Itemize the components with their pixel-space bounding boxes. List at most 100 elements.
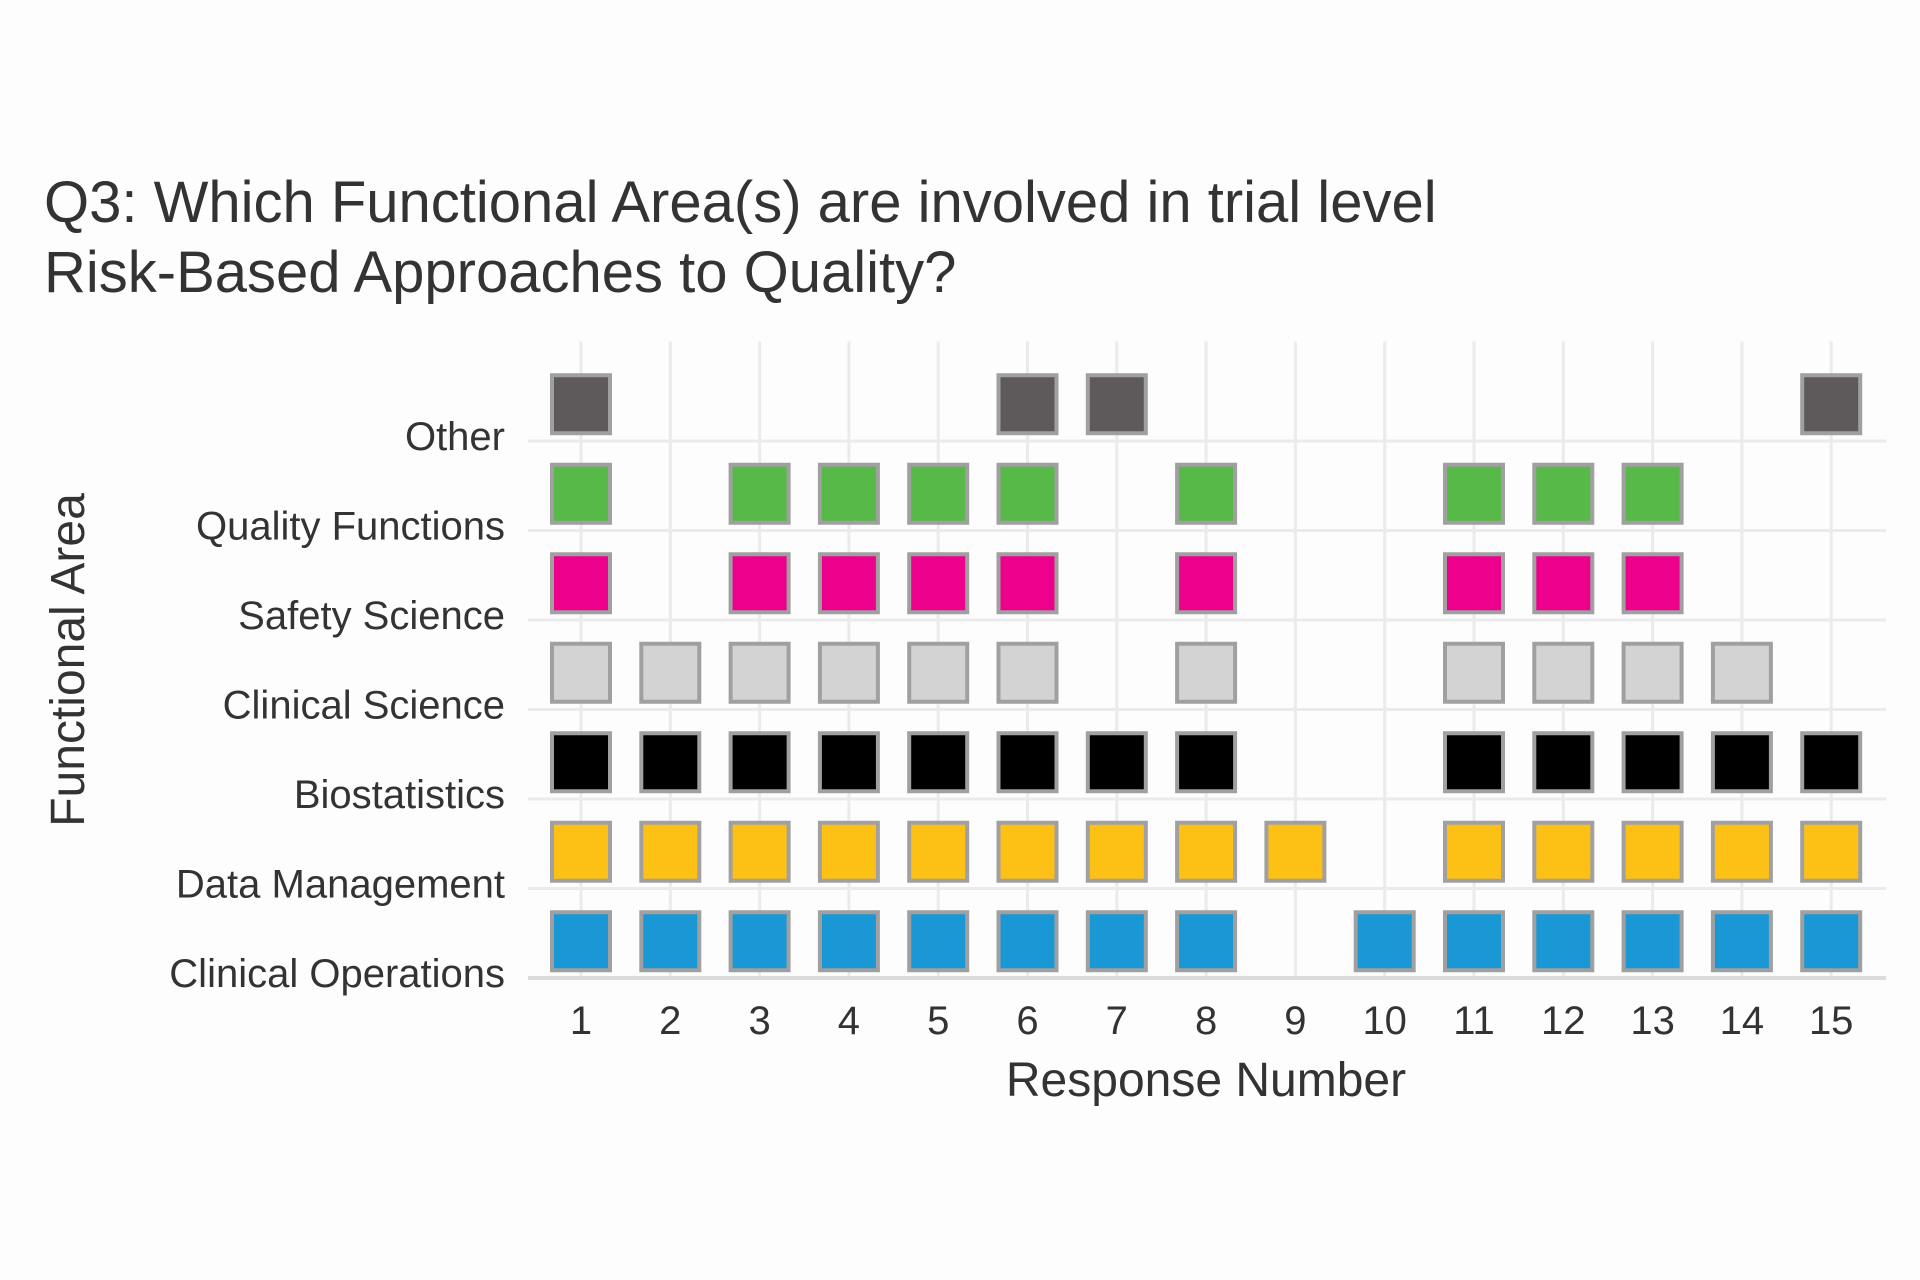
tile-quality-functions-response-3 bbox=[728, 462, 791, 525]
x-tick-label-10: 10 bbox=[1362, 999, 1407, 1043]
tile-biostatistics-response-11 bbox=[1443, 731, 1505, 794]
tile-safety-science-response-3 bbox=[728, 552, 791, 615]
tile-biostatistics-response-4 bbox=[817, 731, 880, 794]
x-tick-label-2: 2 bbox=[659, 999, 681, 1043]
y-tick-label-other: Other bbox=[405, 415, 505, 459]
tile-clinical-science-response-13 bbox=[1621, 641, 1684, 704]
tile-biostatistics-response-3 bbox=[728, 731, 791, 794]
tile-clinical-operations-response-8 bbox=[1175, 910, 1238, 973]
x-tick-label-9: 9 bbox=[1284, 999, 1306, 1043]
x-tick-label-3: 3 bbox=[748, 999, 770, 1043]
tile-biostatistics-response-5 bbox=[907, 731, 970, 794]
tile-biostatistics-response-8 bbox=[1175, 731, 1238, 794]
tile-safety-science-response-11 bbox=[1443, 552, 1505, 615]
tile-safety-science-response-8 bbox=[1175, 552, 1238, 615]
tile-other-response-1 bbox=[550, 373, 612, 436]
tile-data-management-response-15 bbox=[1800, 820, 1863, 883]
tile-quality-functions-response-5 bbox=[907, 462, 970, 525]
x-tick-label-8: 8 bbox=[1195, 999, 1217, 1043]
tile-biostatistics-response-12 bbox=[1532, 731, 1595, 794]
tile-data-management-response-4 bbox=[817, 820, 880, 883]
tile-clinical-operations-response-7 bbox=[1085, 910, 1148, 973]
tile-safety-science-response-6 bbox=[996, 552, 1059, 615]
tile-clinical-operations-response-4 bbox=[817, 910, 880, 973]
x-axis-ticks: 1 2 3 4 5 6 7 8 9 10 11 12 13 14 15 bbox=[570, 999, 1854, 1043]
tile-clinical-operations-response-5 bbox=[907, 910, 970, 973]
tile-clinical-operations-response-6 bbox=[996, 910, 1059, 973]
y-tick-label-data-management: Data Management bbox=[176, 863, 505, 907]
tile-quality-functions-response-4 bbox=[817, 462, 880, 525]
tile-biostatistics-response-1 bbox=[550, 731, 612, 794]
tile-clinical-science-response-14 bbox=[1710, 641, 1773, 704]
tile-clinical-operations-response-1 bbox=[550, 910, 612, 973]
y-tick-label-quality-functions: Quality Functions bbox=[196, 505, 505, 549]
tile-biostatistics-response-6 bbox=[996, 731, 1059, 794]
y-tick-label-safety-science: Safety Science bbox=[238, 594, 505, 638]
tile-clinical-science-response-5 bbox=[907, 641, 970, 704]
tile-biostatistics-response-14 bbox=[1710, 731, 1773, 794]
x-axis-title: Response Number bbox=[1006, 1054, 1406, 1107]
tile-clinical-operations-response-3 bbox=[728, 910, 791, 973]
tile-biostatistics-response-7 bbox=[1085, 731, 1148, 794]
tile-clinical-operations-response-14 bbox=[1710, 910, 1773, 973]
tile-data-management-response-11 bbox=[1443, 820, 1505, 883]
x-tick-label-1: 1 bbox=[570, 999, 592, 1043]
tile-data-management-response-1 bbox=[550, 820, 612, 883]
tile-data-management-response-5 bbox=[907, 820, 970, 883]
chart-title: Q3: Which Functional Area(s) are involve… bbox=[44, 168, 1437, 308]
tile-clinical-operations-response-13 bbox=[1621, 910, 1684, 973]
tile-data-management-response-9 bbox=[1264, 820, 1327, 883]
tile-safety-science-response-5 bbox=[907, 552, 970, 615]
tile-safety-science-response-13 bbox=[1621, 552, 1684, 615]
tile-quality-functions-response-6 bbox=[996, 462, 1059, 525]
tile-biostatistics-response-2 bbox=[639, 731, 702, 794]
x-tick-label-4: 4 bbox=[838, 999, 860, 1043]
tile-clinical-science-response-12 bbox=[1532, 641, 1595, 704]
y-axis-title: Functional Area bbox=[42, 493, 95, 827]
tile-clinical-science-response-2 bbox=[639, 641, 702, 704]
tile-quality-functions-response-13 bbox=[1621, 462, 1684, 525]
y-tick-label-biostatistics: Biostatistics bbox=[294, 773, 505, 817]
tile-clinical-science-response-4 bbox=[817, 641, 880, 704]
x-tick-label-5: 5 bbox=[927, 999, 949, 1043]
tile-clinical-operations-response-2 bbox=[639, 910, 702, 973]
tile-biostatistics-response-13 bbox=[1621, 731, 1684, 794]
tile-data-management-response-8 bbox=[1175, 820, 1238, 883]
tile-clinical-science-response-8 bbox=[1175, 641, 1238, 704]
x-tick-label-7: 7 bbox=[1106, 999, 1128, 1043]
tile-quality-functions-response-12 bbox=[1532, 462, 1595, 525]
tile-safety-science-response-1 bbox=[550, 552, 612, 615]
x-tick-label-15: 15 bbox=[1809, 999, 1854, 1043]
tile-data-management-response-12 bbox=[1532, 820, 1595, 883]
tile-data-management-response-13 bbox=[1621, 820, 1684, 883]
x-tick-label-6: 6 bbox=[1016, 999, 1038, 1043]
tile-data-management-response-3 bbox=[728, 820, 791, 883]
x-tick-label-12: 12 bbox=[1541, 999, 1586, 1043]
tile-other-response-6 bbox=[996, 373, 1059, 436]
chart-title-line-2: Risk-Based Approaches to Quality? bbox=[44, 240, 957, 305]
x-tick-label-13: 13 bbox=[1630, 999, 1675, 1043]
tile-other-response-15 bbox=[1800, 373, 1863, 436]
tile-quality-functions-response-8 bbox=[1175, 462, 1238, 525]
tile-safety-science-response-12 bbox=[1532, 552, 1595, 615]
chart-title-line-1: Q3: Which Functional Area(s) are involve… bbox=[44, 170, 1437, 235]
tile-safety-science-response-4 bbox=[817, 552, 880, 615]
tile-clinical-operations-response-11 bbox=[1443, 910, 1505, 973]
y-tick-label-clinical-operations: Clinical Operations bbox=[169, 952, 505, 996]
tile-quality-functions-response-11 bbox=[1443, 462, 1505, 525]
tile-data-management-response-14 bbox=[1710, 820, 1773, 883]
tile-other-response-7 bbox=[1085, 373, 1148, 436]
x-tick-label-11: 11 bbox=[1453, 999, 1495, 1043]
tile-clinical-science-response-1 bbox=[550, 641, 612, 704]
tile-clinical-science-response-11 bbox=[1443, 641, 1505, 704]
tile-clinical-operations-response-10 bbox=[1353, 910, 1416, 973]
y-axis-ticks: Clinical Operations Data Management Biosta… bbox=[169, 415, 505, 996]
tile-clinical-operations-response-15 bbox=[1800, 910, 1863, 973]
y-tick-label-clinical-science: Clinical Science bbox=[223, 684, 505, 728]
tile-biostatistics-response-15 bbox=[1800, 731, 1863, 794]
x-tick-label-14: 14 bbox=[1720, 999, 1765, 1043]
tile-clinical-science-response-3 bbox=[728, 641, 791, 704]
tile-data-management-response-7 bbox=[1085, 820, 1148, 883]
tile-clinical-operations-response-12 bbox=[1532, 910, 1595, 973]
